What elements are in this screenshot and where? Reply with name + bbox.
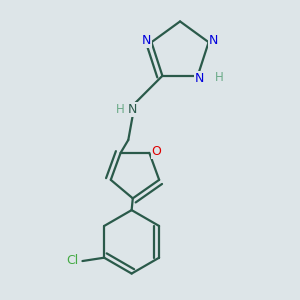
- Text: H: H: [116, 103, 125, 116]
- Text: N: N: [128, 103, 137, 116]
- Text: O: O: [152, 145, 162, 158]
- Text: N: N: [209, 34, 218, 47]
- Text: N: N: [142, 34, 151, 47]
- Text: Cl: Cl: [66, 254, 79, 267]
- Text: N: N: [195, 72, 204, 85]
- Text: H: H: [215, 71, 224, 84]
